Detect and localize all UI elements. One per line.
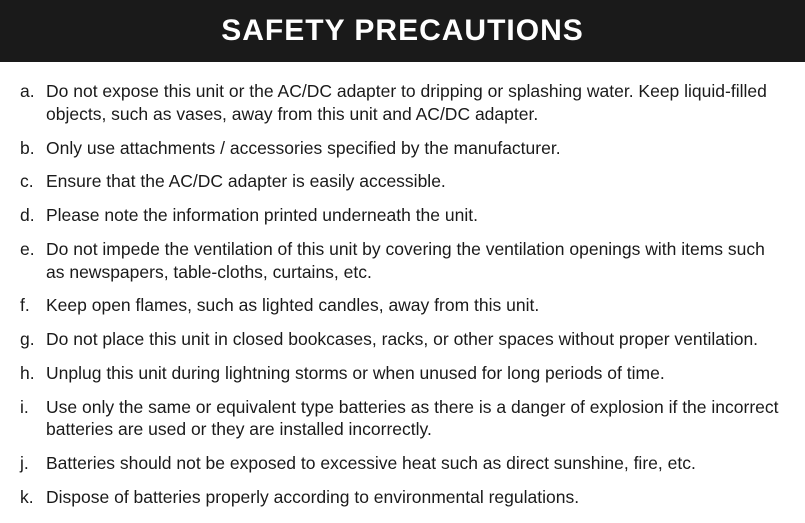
- item-marker: e.: [20, 238, 46, 261]
- item-text: Ensure that the AC/DC adapter is easily …: [46, 170, 785, 193]
- item-text: Use only the same or equivalent type bat…: [46, 396, 785, 442]
- list-item: g. Do not place this unit in closed book…: [20, 328, 785, 351]
- item-marker: a.: [20, 80, 46, 103]
- list-item: e. Do not impede the ventilation of this…: [20, 238, 785, 284]
- item-text: Do not expose this unit or the AC/DC ada…: [46, 80, 785, 126]
- item-marker: k.: [20, 486, 46, 509]
- item-marker: c.: [20, 170, 46, 193]
- item-text: Please note the information printed unde…: [46, 204, 785, 227]
- list-item: b. Only use attachments / accessories sp…: [20, 137, 785, 160]
- item-marker: i.: [20, 396, 46, 419]
- list-item: i. Use only the same or equivalent type …: [20, 396, 785, 442]
- item-text: Unplug this unit during lightning storms…: [46, 362, 785, 385]
- list-item: k. Dispose of batteries properly accordi…: [20, 486, 785, 509]
- item-text: Do not impede the ventilation of this un…: [46, 238, 785, 284]
- item-marker: b.: [20, 137, 46, 160]
- list-item: f. Keep open flames, such as lighted can…: [20, 294, 785, 317]
- page-title: SAFETY PRECAUTIONS: [0, 0, 805, 62]
- item-text: Do not place this unit in closed bookcas…: [46, 328, 785, 351]
- list-item: a. Do not expose this unit or the AC/DC …: [20, 80, 785, 126]
- item-text: Keep open flames, such as lighted candle…: [46, 294, 785, 317]
- item-text: Batteries should not be exposed to exces…: [46, 452, 785, 475]
- item-marker: h.: [20, 362, 46, 385]
- item-text: Only use attachments / accessories speci…: [46, 137, 785, 160]
- precaution-list: a. Do not expose this unit or the AC/DC …: [0, 62, 805, 509]
- list-item: c. Ensure that the AC/DC adapter is easi…: [20, 170, 785, 193]
- list-item: h. Unplug this unit during lightning sto…: [20, 362, 785, 385]
- item-marker: f.: [20, 294, 46, 317]
- item-marker: g.: [20, 328, 46, 351]
- item-marker: d.: [20, 204, 46, 227]
- list-item: j. Batteries should not be exposed to ex…: [20, 452, 785, 475]
- list-item: d. Please note the information printed u…: [20, 204, 785, 227]
- item-text: Dispose of batteries properly according …: [46, 486, 785, 509]
- item-marker: j.: [20, 452, 46, 475]
